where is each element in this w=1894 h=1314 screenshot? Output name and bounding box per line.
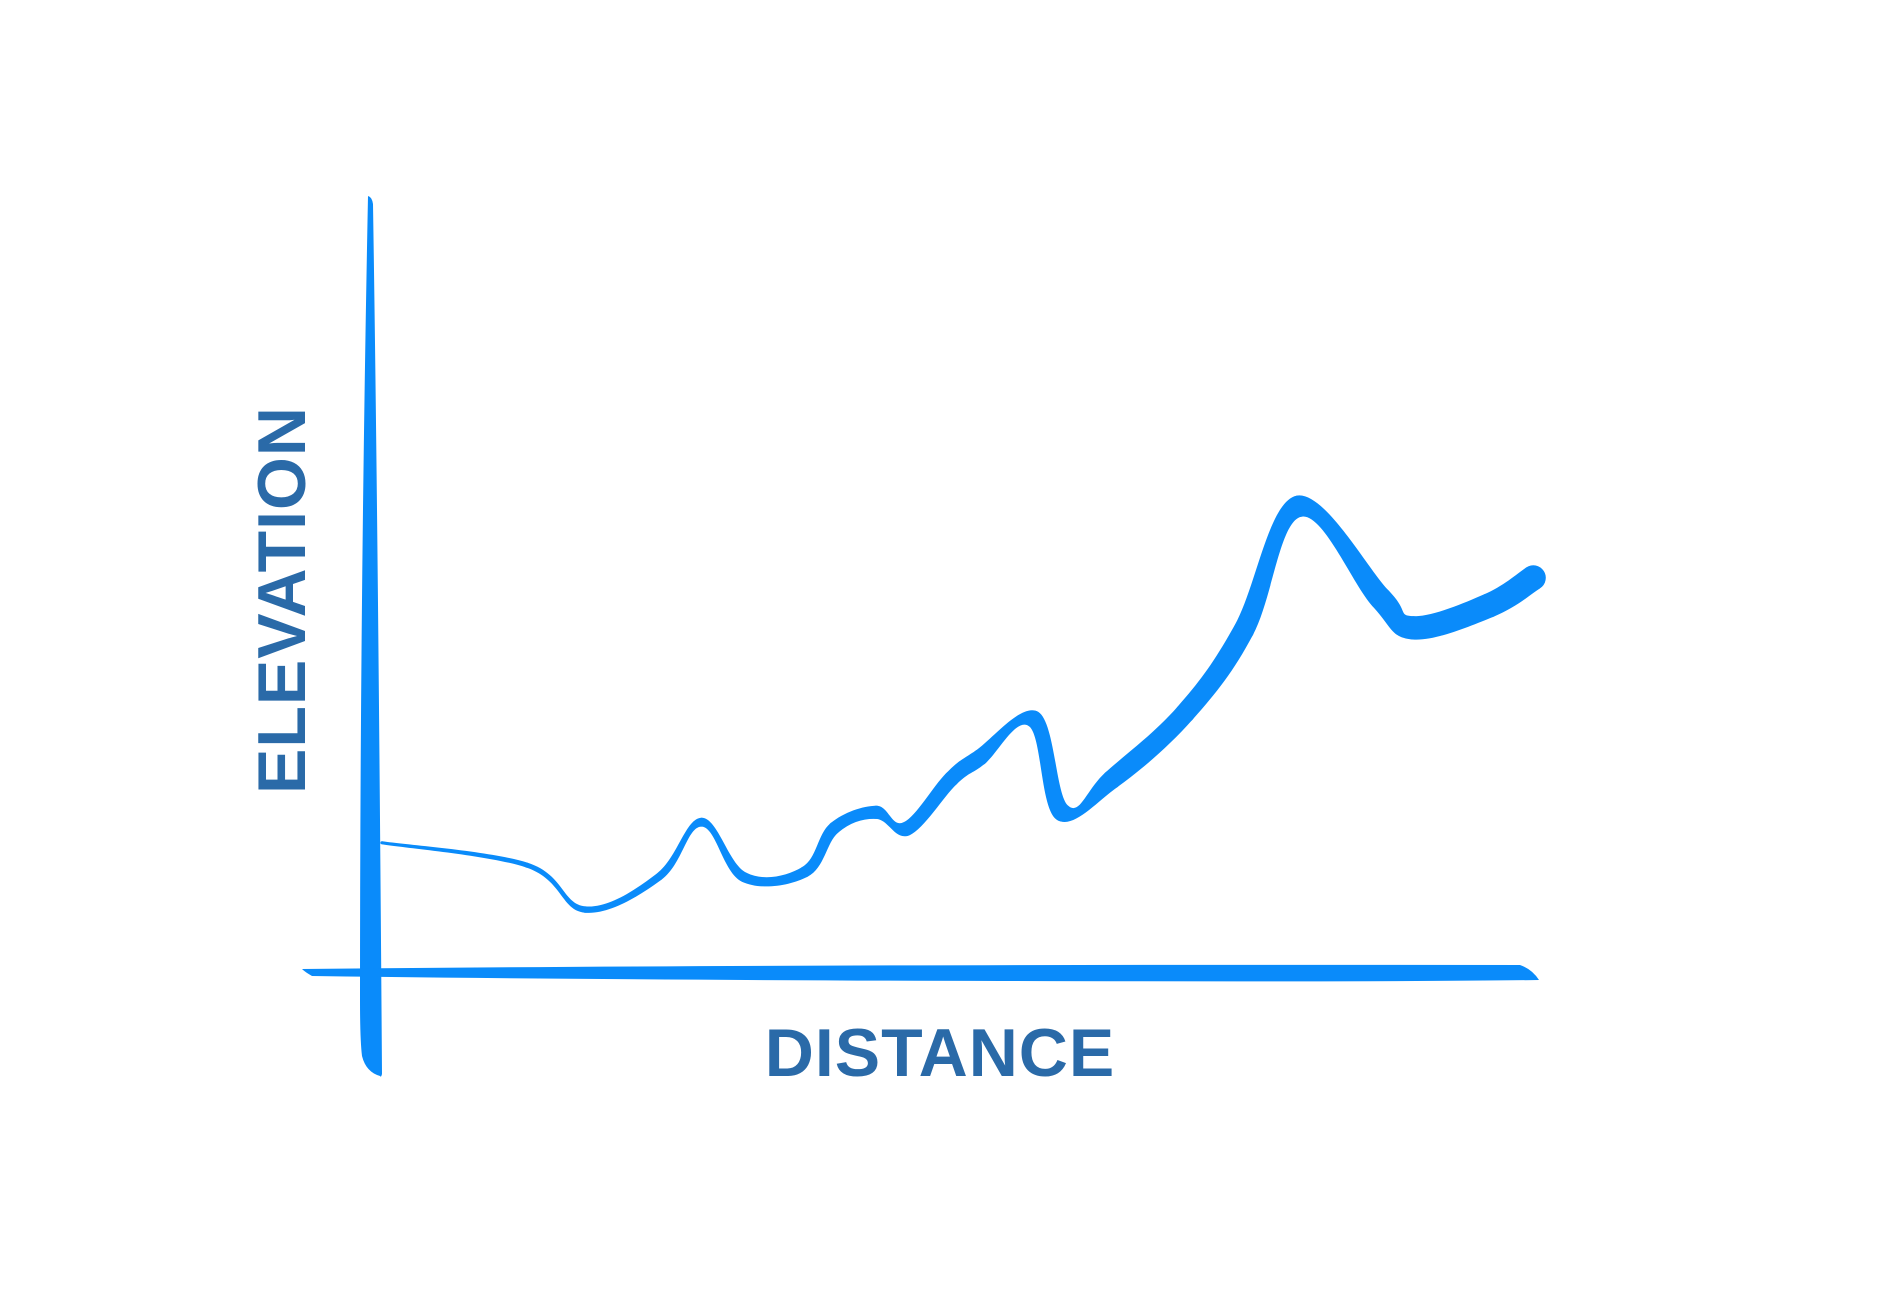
data-point-1 [524, 862, 530, 868]
data-point-17 [1287, 495, 1310, 518]
data-point-8 [869, 805, 883, 819]
data-point-14 [1102, 770, 1122, 790]
data-point-16 [1233, 619, 1255, 641]
data-point-15 [1175, 703, 1195, 724]
data-point-3 [655, 872, 664, 881]
data-point-21 [1520, 565, 1546, 591]
data-point-2 [582, 906, 589, 913]
data-point-20 [1476, 593, 1501, 618]
data-point-19 [1401, 616, 1426, 640]
y-axis-line [360, 196, 382, 1077]
x-axis-line [302, 964, 1539, 982]
data-point-0 [380, 841, 384, 845]
data-point-5 [739, 872, 750, 883]
data-point-6 [799, 866, 811, 878]
data-point-10 [943, 771, 960, 787]
data-point-9 [899, 821, 914, 836]
data-point-12 [1025, 710, 1043, 728]
data-point-13 [1053, 803, 1072, 822]
y-axis [360, 196, 382, 1077]
elevation-line [381, 495, 1541, 913]
data-point-7 [828, 821, 841, 834]
data-point-18 [1369, 587, 1392, 610]
y-axis-label: ELEVATION [244, 406, 320, 794]
data-point-11 [972, 749, 989, 766]
data-point-4 [697, 817, 707, 827]
x-axis-label: DISTANCE [765, 1015, 1116, 1091]
x-axis [302, 964, 1539, 982]
